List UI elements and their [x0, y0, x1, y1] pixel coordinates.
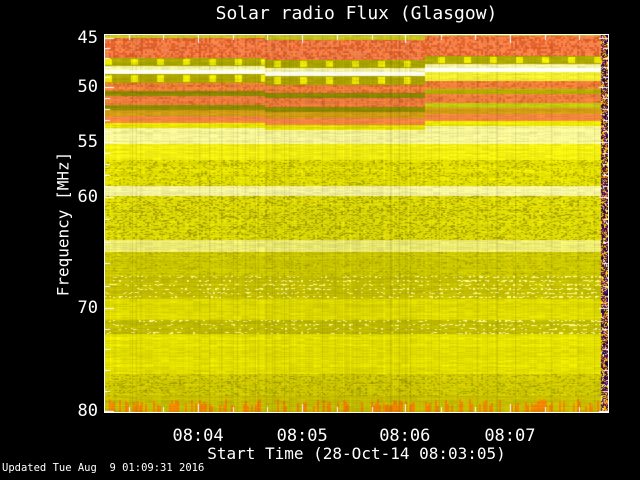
x-tick-label: 08:06 — [379, 426, 431, 446]
x-axis-label: Start Time (28-Oct-14 08:03:05) — [207, 444, 506, 463]
y-tick-label: 60 — [77, 187, 98, 208]
updated-timestamp: Updated Tue Aug 9 01:09:31 2016 — [2, 462, 205, 474]
y-tick-label: 70 — [77, 297, 98, 318]
y-axis-label: Frequency [MHz] — [53, 151, 73, 297]
x-tick-label: 08:05 — [276, 426, 328, 446]
y-tick-label: 80 — [77, 400, 98, 421]
y-tick-label: 55 — [77, 132, 98, 153]
y-tick-label: 50 — [77, 77, 98, 98]
chart-title: Solar radio Flux (Glasgow) — [215, 3, 498, 24]
y-tick-label: 45 — [77, 28, 98, 49]
x-tick-label: 08:07 — [484, 426, 536, 446]
spectrogram-canvas — [105, 35, 608, 412]
x-tick-label: 08:04 — [172, 426, 224, 446]
plot-area — [104, 34, 609, 413]
